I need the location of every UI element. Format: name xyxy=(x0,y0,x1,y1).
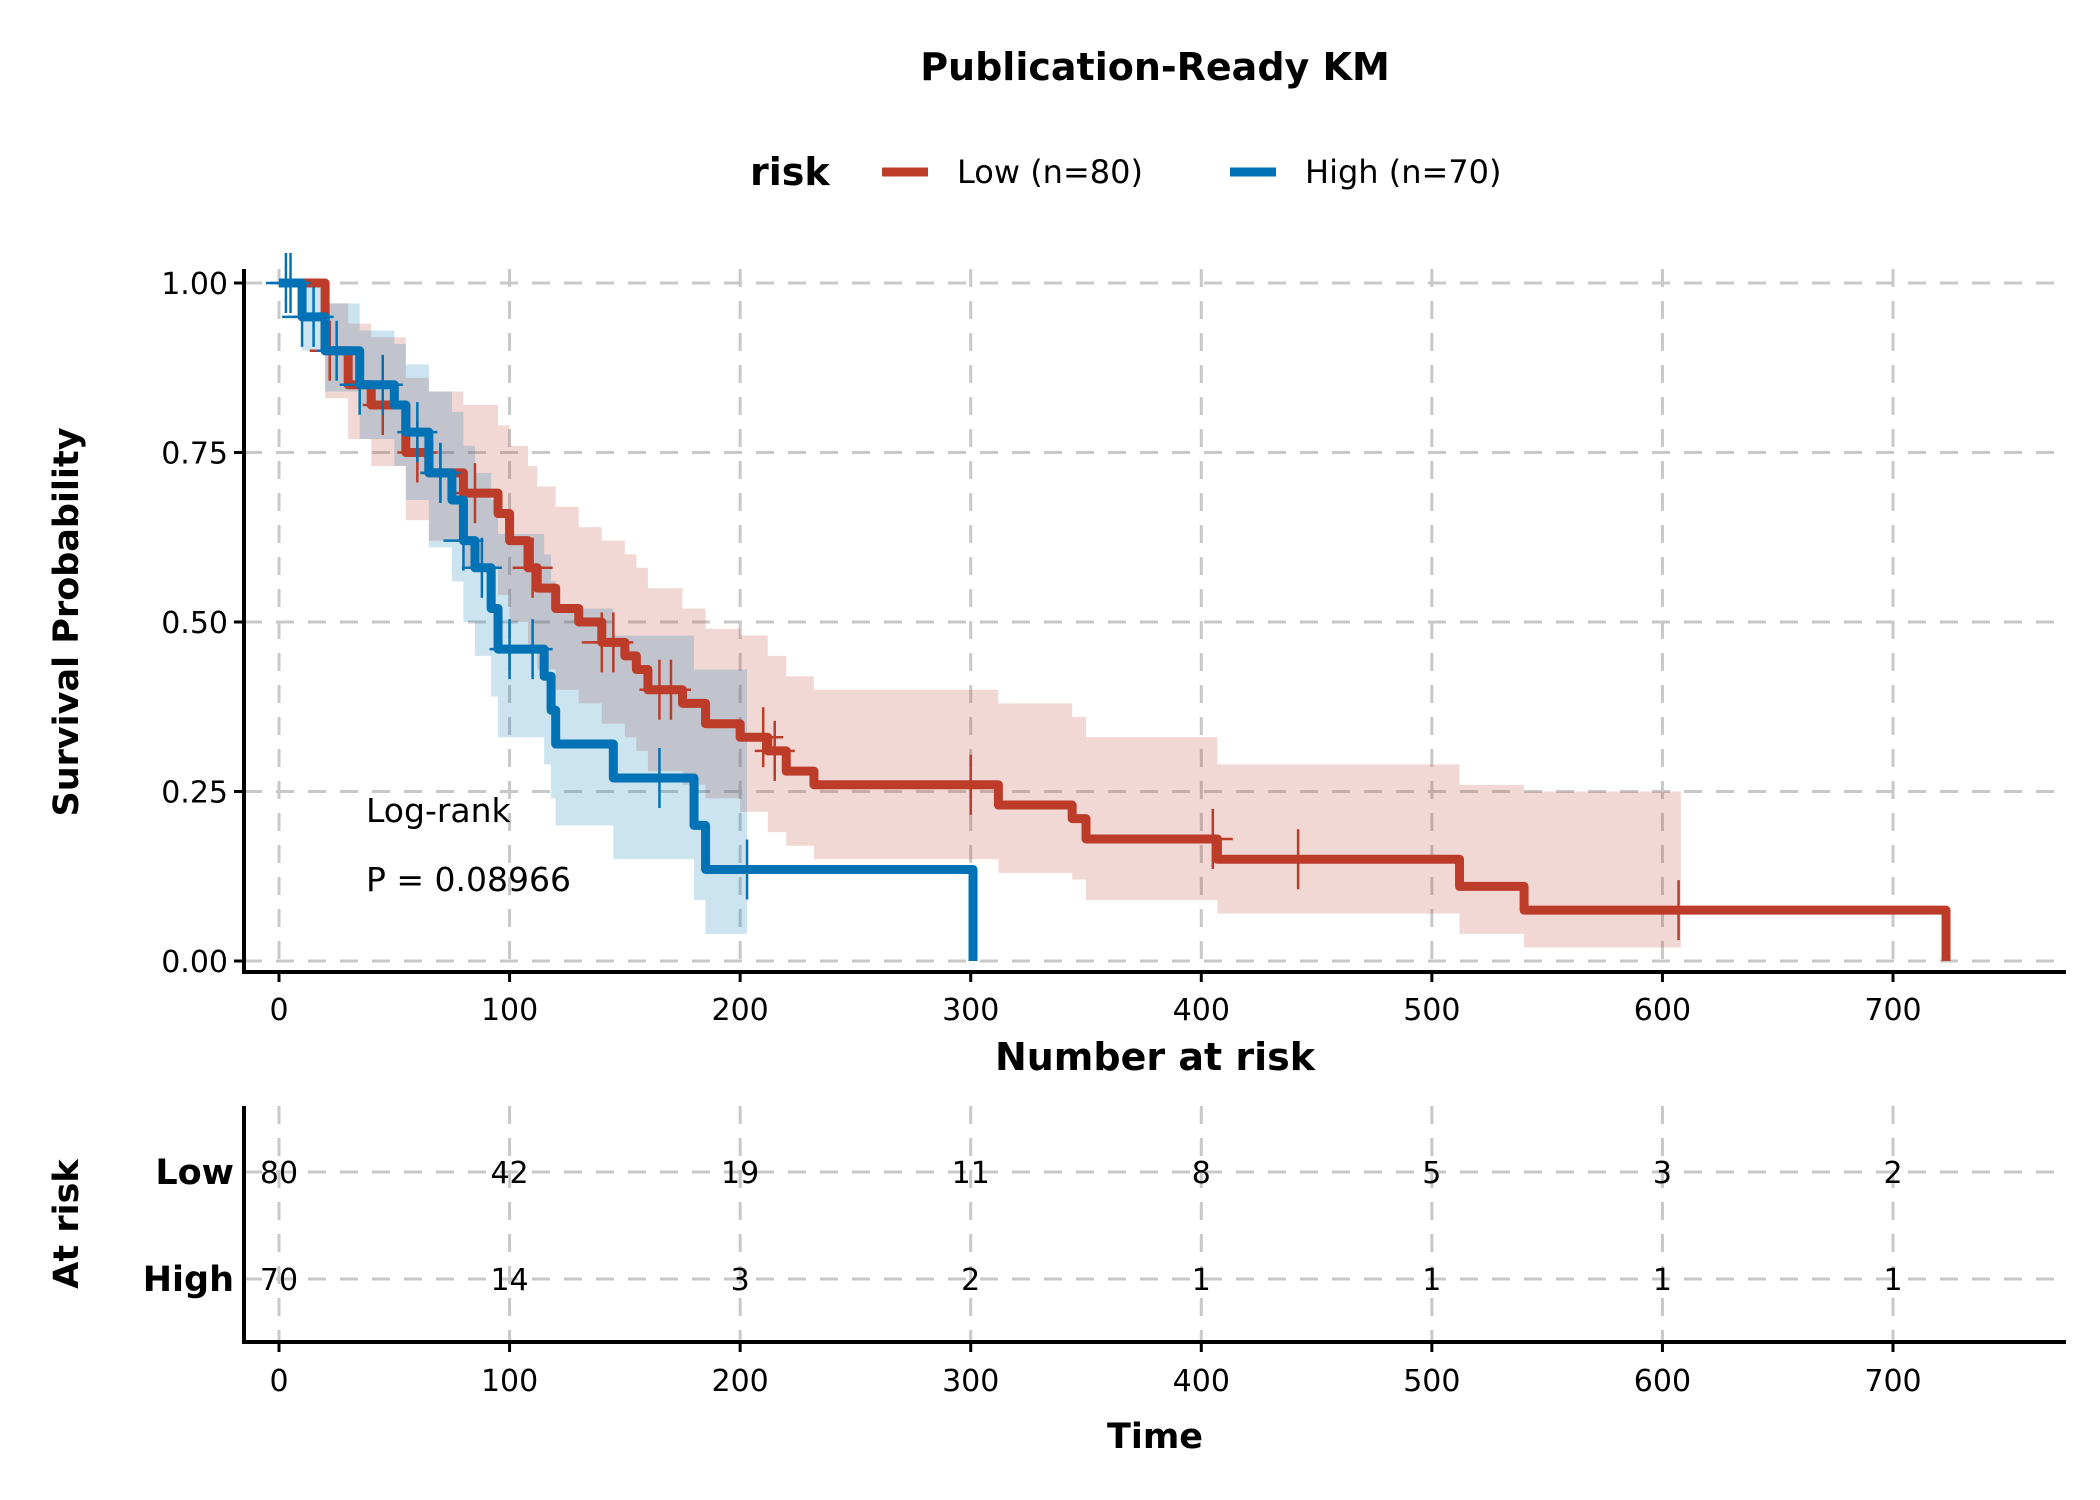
y-tick-label: 0.25 xyxy=(161,776,228,811)
ci-band-low xyxy=(279,283,1681,948)
risk-count-high: 1 xyxy=(1422,1263,1441,1298)
censor-mark-low xyxy=(512,537,553,598)
x-tick-label: 0 xyxy=(269,993,288,1028)
censor-mark-high xyxy=(461,537,502,598)
risk-table: 80 42 19 11 8 5 3 270 14 3 2 1 1 1 10 100 200 300 400 500 60… xyxy=(242,1106,2066,1399)
censor-mark-high xyxy=(443,510,484,571)
risk-count-high: 1 xyxy=(1883,1263,1902,1298)
x-tick-label: 600 xyxy=(1634,993,1691,1028)
x-tick-label: 400 xyxy=(1173,993,1230,1028)
risk-count-low: 80 xyxy=(260,1156,298,1191)
censor-mark-high xyxy=(420,442,461,503)
y-tick-label: 0.00 xyxy=(161,945,228,980)
risk-x-tick-label: 600 xyxy=(1634,1364,1691,1399)
censor-mark-high xyxy=(293,286,334,347)
legend-label-low: Low (n=80) xyxy=(957,153,1143,191)
risk-count-low: 3 xyxy=(1653,1156,1672,1191)
censor-mark-low xyxy=(454,463,495,524)
risk-row-label-low: Low xyxy=(155,1153,234,1193)
censor-mark-high xyxy=(362,354,403,415)
grid xyxy=(244,269,2066,1342)
censor-mark-low xyxy=(1278,829,1319,890)
legend-label-high: High (n=70) xyxy=(1305,153,1502,191)
censor-mark-high xyxy=(397,402,438,463)
censor-mark-high xyxy=(727,839,768,900)
risk-x-tick-label: 700 xyxy=(1864,1364,1921,1399)
risk-count-low: 5 xyxy=(1422,1156,1441,1191)
censor-mark-low xyxy=(650,659,691,720)
risk-count-low: 11 xyxy=(952,1156,990,1191)
logrank-label: Log-rank xyxy=(366,791,512,830)
risk-count-high: 3 xyxy=(731,1263,750,1298)
risk-row-label-high: High xyxy=(143,1260,234,1300)
x-tick-label: 500 xyxy=(1403,993,1460,1028)
risk-count-low: 2 xyxy=(1883,1156,1902,1191)
censor-mark-low xyxy=(743,707,784,768)
risk-count-high: 14 xyxy=(490,1263,528,1298)
axes: 0.00 0.25 0.50 0.75 1.00 0 100 200 300 400 500 600 7… xyxy=(161,267,2066,1028)
risk-x-tick-label: 100 xyxy=(481,1364,538,1399)
risk-x-tick-label: 0 xyxy=(269,1364,288,1399)
chart-title: Publication-Ready KM xyxy=(920,45,1390,89)
x-tick-label: 100 xyxy=(481,993,538,1028)
risk-x-tick-label: 300 xyxy=(942,1364,999,1399)
censor-mark-low xyxy=(950,754,991,815)
risk-x-tick-label: 400 xyxy=(1173,1364,1230,1399)
ci-bands xyxy=(279,283,1681,948)
censor-mark-low xyxy=(1658,880,1699,941)
logrank-pvalue: P = 0.08966 xyxy=(366,860,571,899)
survival-curves xyxy=(265,253,1951,961)
risk-count-low: 8 xyxy=(1192,1156,1211,1191)
legend-title: risk xyxy=(750,150,830,194)
legend: risk Low (n=80) High (n=70) xyxy=(750,150,1502,194)
censor-mark-high xyxy=(316,320,357,381)
risk-table-ylabel: At risk xyxy=(47,1159,87,1289)
x-axis-label: Time xyxy=(1107,1417,1203,1457)
risk-count-high: 70 xyxy=(260,1263,298,1298)
risk-count-low: 19 xyxy=(721,1156,759,1191)
risk-count-high: 2 xyxy=(961,1263,980,1298)
censor-mark-high xyxy=(639,747,680,808)
x-tick-label: 700 xyxy=(1864,993,1921,1028)
risk-count-high: 1 xyxy=(1192,1263,1211,1298)
risk-x-tick-label: 500 xyxy=(1403,1364,1460,1399)
x-tick-label: 300 xyxy=(942,993,999,1028)
risk-table-title: Number at risk xyxy=(995,1035,1316,1079)
y-tick-label: 0.75 xyxy=(161,437,228,472)
x-tick-label: 200 xyxy=(712,993,769,1028)
censor-mark-high xyxy=(512,619,553,680)
risk-x-tick-label: 200 xyxy=(712,1364,769,1399)
censor-mark-low xyxy=(1192,808,1233,869)
censor-mark-low xyxy=(593,612,634,673)
censor-mark-high xyxy=(270,253,311,313)
risk-count-high: 1 xyxy=(1653,1263,1672,1298)
y-tick-label: 1.00 xyxy=(161,267,228,302)
risk-count-low: 42 xyxy=(490,1156,528,1191)
censor-mark-low xyxy=(754,720,795,781)
y-tick-label: 0.50 xyxy=(161,606,228,641)
y-axis-label: Survival Probability xyxy=(47,427,87,816)
ci-band-high xyxy=(279,283,748,934)
